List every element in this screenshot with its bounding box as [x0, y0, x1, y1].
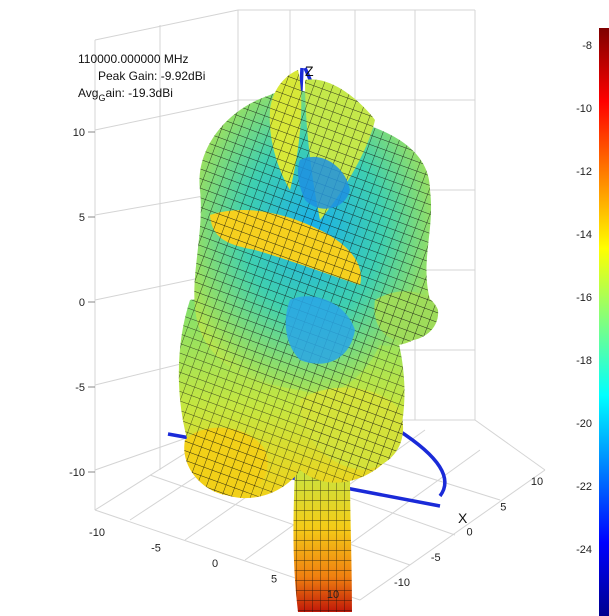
- colorbar-tick-label: -18: [576, 355, 592, 367]
- peak-gain-label: Peak Gain: -9.92dBi: [98, 69, 205, 83]
- avg-gain-suffix: ain: -19.3dBi: [105, 86, 172, 100]
- x-tick-label: 0: [466, 527, 472, 539]
- x-tick-label: 10: [531, 476, 543, 488]
- z-axis-ticks: 10 5 0 -5 -10: [69, 127, 95, 479]
- colorbar: -8 -10 -12 -14 -16 -18 -20 -22 -24: [576, 28, 609, 616]
- x-tick-label: -5: [431, 552, 441, 564]
- z-tick-label: 0: [79, 297, 85, 309]
- z-tick-label: -5: [75, 382, 85, 394]
- z-tick-label: 5: [79, 212, 85, 224]
- avg-gain-label: AvgGain: -19.3dBi: [78, 86, 173, 103]
- z-axis-name: Z: [305, 63, 314, 79]
- x-tick-label: -10: [394, 577, 410, 589]
- radiation-pattern-surface: [178, 70, 439, 612]
- colorbar-tick-label: -14: [576, 229, 592, 241]
- gain-annotation: 110000.000000 MHz Peak Gain: -9.92dBi Av…: [78, 52, 205, 103]
- colorbar-strip: [599, 28, 609, 616]
- colorbar-tick-label: -16: [576, 292, 592, 304]
- y-tick-label: 0: [212, 558, 218, 570]
- y-tick-label: -10: [89, 527, 105, 539]
- colorbar-tick-label: -12: [576, 166, 592, 178]
- x-axis-name: X: [458, 510, 468, 526]
- y-tick-label: -5: [151, 543, 161, 555]
- avg-gain-prefix: Avg: [78, 86, 98, 100]
- colorbar-tick-label: -20: [576, 418, 592, 430]
- colorbar-tick-label: -8: [582, 40, 592, 52]
- colorbar-tick-label: -22: [576, 481, 592, 493]
- frequency-label: 110000.000000 MHz: [78, 52, 189, 66]
- colorbar-ticks: -8 -10 -12 -14 -16 -18 -20 -22 -24: [576, 40, 592, 556]
- x-axis-ticks: 10 5 0 -5 -10: [394, 476, 543, 589]
- z-tick-label: 10: [73, 127, 85, 139]
- x-tick-label: 5: [500, 501, 506, 513]
- colorbar-tick-label: -24: [576, 544, 592, 556]
- y-axis-ticks: -10 -5 0 5 10: [89, 527, 339, 601]
- avg-gain-subscript: G: [98, 93, 105, 103]
- z-tick-label: -10: [69, 467, 85, 479]
- y-tick-label: 5: [271, 574, 277, 586]
- y-tick-label: 10: [327, 589, 339, 601]
- colorbar-tick-label: -10: [576, 103, 592, 115]
